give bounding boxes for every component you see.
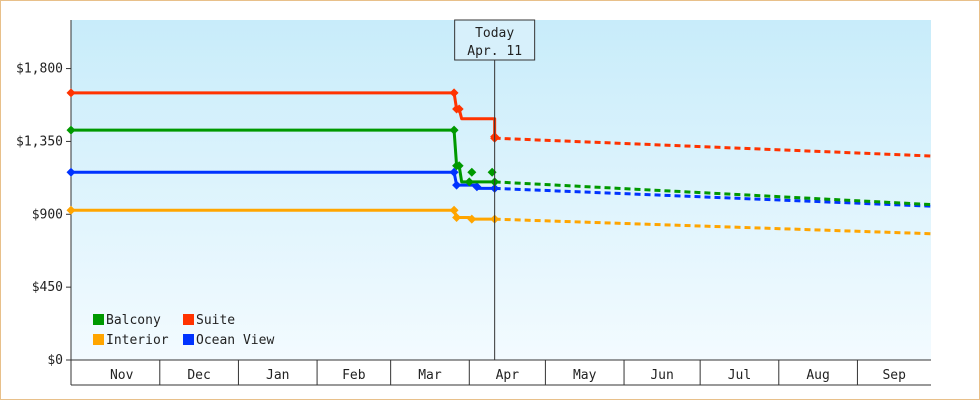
y-tick-label: $1,800 (16, 62, 63, 77)
ocean-view-data-point[interactable] (472, 182, 482, 192)
ocean-view-data-point[interactable] (449, 167, 459, 177)
balcony-data-point[interactable] (66, 125, 76, 135)
x-tick-label: Apr (496, 368, 520, 383)
interior-forecast-line (494, 217, 932, 236)
y-axis: $0 $450 $900 $1,350 $1,800 (16, 20, 72, 385)
ocean-view-history-line (71, 170, 495, 190)
interior-data-point[interactable] (467, 214, 477, 224)
legend-swatch-ocean-view (183, 334, 194, 345)
balcony-data-point[interactable] (454, 161, 464, 171)
y-tick-label: $1,350 (16, 134, 63, 149)
suite-forecast-line (494, 136, 932, 158)
today-date-label: Apr. 11 (467, 44, 522, 59)
x-axis: Nov Dec Jan Feb Mar Apr May Jun Jul Aug Sep (71, 359, 931, 386)
legend-swatch-balcony (93, 314, 104, 325)
balcony-forecast-line (494, 180, 932, 207)
plot-area (71, 20, 931, 360)
interior-data-point[interactable] (452, 213, 462, 223)
ocean-view-data-point[interactable] (452, 180, 462, 190)
x-tick-label: May (573, 368, 597, 383)
x-tick-label: Jul (728, 368, 751, 383)
legend-label-interior: Interior (106, 333, 169, 348)
x-tick-label: Jan (266, 368, 289, 383)
legend-label-ocean-view: Ocean View (196, 333, 274, 348)
ocean-view-data-point[interactable] (66, 167, 76, 177)
x-tick-label: Mar (418, 368, 442, 383)
x-tick-label: Aug (806, 368, 829, 383)
suite-data-point[interactable] (449, 88, 459, 98)
y-tick-label: $0 (47, 353, 63, 368)
balcony-data-point[interactable] (467, 167, 477, 177)
today-label: Today (475, 26, 514, 41)
legend: Balcony Suite Interior Ocean View (93, 313, 274, 348)
x-tick-label: Jun (650, 368, 673, 383)
interior-data-point[interactable] (449, 205, 459, 215)
y-tick-label: $450 (32, 280, 63, 295)
suite-data-point[interactable] (454, 104, 464, 114)
legend-label-balcony: Balcony (106, 313, 161, 328)
interior-data-point[interactable] (66, 205, 76, 215)
today-marker: Today Apr. 11 (454, 19, 536, 360)
x-tick-label: Feb (342, 368, 366, 383)
suite-data-point[interactable] (66, 88, 76, 98)
today-label-box (454, 19, 536, 61)
series-layer (66, 88, 932, 236)
balcony-data-point[interactable] (449, 125, 459, 135)
ocean-view-forecast-line (494, 186, 932, 208)
legend-swatch-suite (183, 314, 194, 325)
legend-label-suite: Suite (196, 313, 235, 328)
legend-swatch-interior (93, 334, 104, 345)
x-tick-label: Nov (110, 368, 134, 383)
y-tick-label: $900 (32, 207, 63, 222)
balcony-data-point[interactable] (464, 177, 474, 187)
x-tick-label: Dec (187, 368, 210, 383)
x-tick-label: Sep (882, 368, 906, 383)
